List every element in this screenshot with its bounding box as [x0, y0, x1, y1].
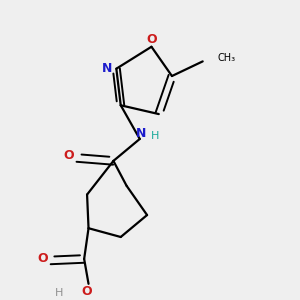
Text: N: N	[136, 127, 146, 140]
Text: O: O	[38, 252, 49, 265]
Text: O: O	[63, 148, 74, 161]
Text: O: O	[82, 285, 92, 298]
Text: O: O	[146, 33, 157, 46]
Text: H: H	[151, 131, 159, 141]
Text: CH₃: CH₃	[217, 53, 236, 64]
Text: H: H	[55, 289, 64, 298]
Text: N: N	[102, 62, 112, 75]
